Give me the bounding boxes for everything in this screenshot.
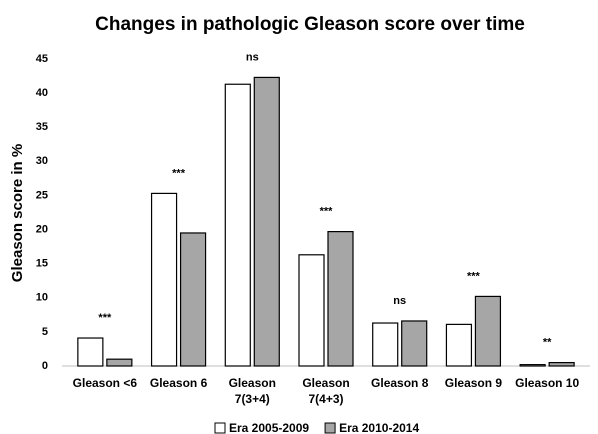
bar xyxy=(179,232,207,367)
legend-label: Era 2005-2009 xyxy=(229,421,309,434)
bar xyxy=(327,231,354,367)
x-tick-label: Gleason 9 xyxy=(445,376,503,390)
legend-swatch xyxy=(324,422,336,434)
x-tick-label: Gleason 6 xyxy=(150,376,208,390)
y-tick-label: 30 xyxy=(36,155,48,167)
bar xyxy=(474,295,502,367)
significance-label: *** xyxy=(320,206,334,218)
y-tick-label: 35 xyxy=(36,121,48,133)
bar xyxy=(224,83,251,367)
x-tick-label: 7(3+4) xyxy=(235,392,270,406)
bar xyxy=(401,320,428,367)
chart-title: Changes in pathologic Gleason score over… xyxy=(95,14,525,35)
significance-label: *** xyxy=(98,312,112,324)
y-tick-label: 15 xyxy=(36,258,48,270)
bar xyxy=(372,322,399,367)
significance-label: ns xyxy=(246,51,259,63)
y-tick-label: 10 xyxy=(36,292,48,304)
x-tick-label: Gleason 10 xyxy=(515,376,579,390)
y-tick-label: 25 xyxy=(36,189,48,201)
bar xyxy=(548,361,575,367)
x-tick-label: Gleason xyxy=(229,376,276,390)
x-tick-label: Gleason 8 xyxy=(371,376,429,390)
bar xyxy=(519,364,546,367)
y-tick-label: 40 xyxy=(36,87,48,99)
x-tick-label: 7(4+3) xyxy=(308,392,343,406)
x-tick-label: Gleason xyxy=(302,376,349,390)
legend-label: Era 2010-2014 xyxy=(339,421,419,434)
legend-swatch xyxy=(214,422,226,434)
significance-label: ** xyxy=(543,336,552,348)
y-tick-label: 0 xyxy=(42,360,48,372)
y-tick-label: 5 xyxy=(42,326,48,338)
bar xyxy=(298,254,325,367)
x-tick-label: Gleason <6 xyxy=(73,376,138,390)
bar xyxy=(77,337,104,367)
bar xyxy=(150,192,178,367)
y-tick-label: 20 xyxy=(36,223,48,235)
bar xyxy=(253,76,280,367)
y-axis-title: Gleason score in % xyxy=(9,144,26,282)
significance-label: ns xyxy=(393,295,406,307)
significance-label: *** xyxy=(172,167,186,179)
y-tick-label: 45 xyxy=(36,53,48,65)
bar xyxy=(445,323,473,367)
significance-label: *** xyxy=(467,270,481,282)
bar xyxy=(106,358,133,367)
